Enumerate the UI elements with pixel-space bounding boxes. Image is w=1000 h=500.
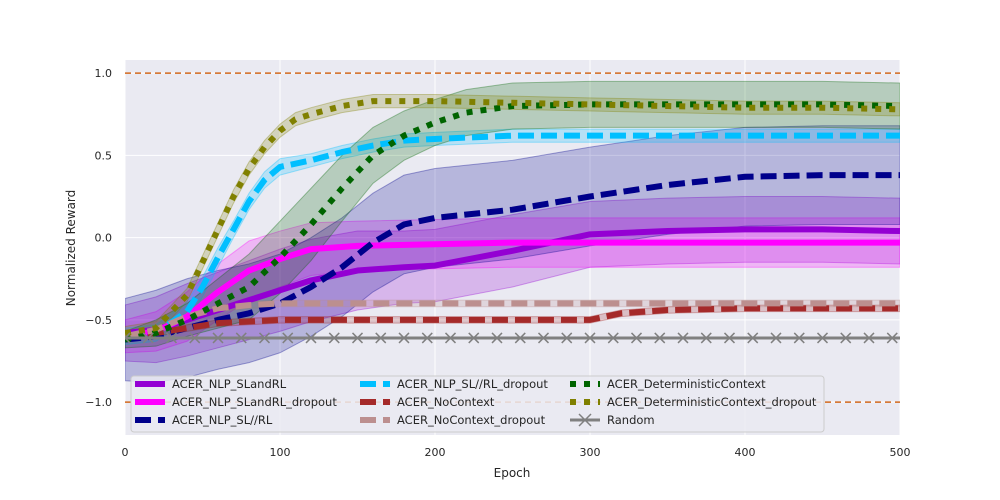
- legend-item-acer-deterministiccontext-dropout: ACER_DeterministicContext_dropout: [570, 395, 817, 409]
- x-tick-labels: 0 100 200 300 400 500: [122, 446, 911, 459]
- random-marker: [723, 332, 736, 344]
- random-marker: [468, 332, 480, 344]
- random-marker: [561, 332, 573, 344]
- random-marker: [816, 332, 829, 344]
- random-marker: [398, 332, 410, 344]
- random-marker: [630, 332, 643, 344]
- y-tick-labels: 1.0 0.5 0.0 −0.5 −1.0: [85, 67, 112, 409]
- legend-label: ACER_DeterministicContext_dropout: [607, 395, 817, 409]
- legend-item-acer-deterministiccontext: ACER_DeterministicContext: [570, 377, 766, 391]
- legend-label: ACER_NLP_SLandRL_dropout: [172, 395, 337, 409]
- random-marker: [747, 332, 759, 344]
- series-line-acer-nlp-sl-rl-dropout: [125, 132, 900, 340]
- legend-item-acer-nlp-slandrl: ACER_NLP_SLandRL: [135, 377, 287, 391]
- confidence-bands: [125, 80, 900, 383]
- random-marker: [514, 332, 526, 344]
- y-tick-label: −1.0: [85, 396, 112, 409]
- random-marker: [886, 332, 898, 344]
- legend-item-acer-nlp-slandrl-dropout: ACER_NLP_SLandRL_dropout: [135, 395, 337, 409]
- series-lines: [125, 98, 900, 344]
- random-marker: [654, 332, 666, 344]
- legend-label: ACER_NLP_SL//RL: [172, 413, 273, 427]
- band-acer-nlp-sl-rl-dropout: [125, 128, 900, 346]
- random-marker: [793, 332, 805, 344]
- plot-background: [125, 60, 900, 435]
- series-line-acer-deterministiccontext-dropout: [125, 98, 900, 336]
- random-marker: [444, 332, 457, 344]
- random-marker: [258, 332, 271, 344]
- random-marker: [584, 332, 596, 344]
- band-acer-nocontext: [125, 304, 900, 341]
- band-acer-deterministiccontext-dropout: [125, 94, 900, 341]
- legend-item-acer-nocontext-dropout: ACER_NoContext_dropout: [360, 413, 546, 427]
- y-tick-label: −0.5: [85, 314, 112, 327]
- x-tick-label: 100: [270, 446, 291, 459]
- y-tick-label: 0.5: [95, 149, 113, 162]
- legend-item-acer-nlp-sl-rl: ACER_NLP_SL//RL: [135, 413, 273, 427]
- random-marker: [165, 332, 178, 344]
- legend-item-random: Random: [570, 413, 655, 427]
- random-marker: [142, 332, 154, 344]
- x-tick-label: 0: [122, 446, 129, 459]
- random-marker: [328, 332, 340, 344]
- random-marker: [351, 332, 364, 344]
- random-marker: [537, 332, 550, 344]
- random-marker: [770, 332, 782, 344]
- x-tick-label: 500: [890, 446, 911, 459]
- random-marker: [840, 332, 852, 344]
- legend-label: ACER_NLP_SLandRL: [172, 377, 287, 391]
- y-tick-label: 0.0: [95, 232, 113, 245]
- legend-label: ACER_NLP_SL//RL_dropout: [397, 377, 548, 391]
- y-tick-label: 1.0: [95, 67, 113, 80]
- random-marker: [863, 332, 875, 344]
- random-marker: [375, 332, 387, 344]
- x-tick-label: 400: [735, 446, 756, 459]
- random-marker: [235, 332, 247, 344]
- legend-label: ACER_NoContext: [397, 395, 495, 409]
- random-marker: [700, 332, 712, 344]
- series-line-acer-nlp-slandrl-dropout: [125, 239, 900, 340]
- y-axis-label: Normalized Reward: [64, 190, 78, 307]
- legend-item-acer-nlp-sl-rl-dropout: ACER_NLP_SL//RL_dropout: [360, 377, 548, 391]
- series-line-acer-nocontext: [125, 305, 900, 340]
- random-marker: [305, 332, 317, 344]
- legend: ACER_NLP_SLandRL ACER_NLP_SLandRL_dropout…: [130, 375, 825, 433]
- legend-item-acer-nocontext: ACER_NoContext: [360, 395, 495, 409]
- x-axis-label: Epoch: [494, 466, 531, 480]
- random-marker: [421, 332, 433, 344]
- random-marker: [677, 332, 689, 344]
- legend-label: Random: [607, 413, 655, 427]
- random-marker: [212, 332, 224, 344]
- legend-box: [130, 375, 825, 433]
- legend-label: ACER_NoContext_dropout: [397, 413, 546, 427]
- random-marker: [189, 332, 201, 344]
- x-tick-label: 200: [425, 446, 446, 459]
- x-tick-label: 300: [580, 446, 601, 459]
- random-marker: [125, 332, 131, 344]
- random-marker: [607, 332, 619, 344]
- legend-label: ACER_DeterministicContext: [607, 377, 766, 391]
- random-marker: [491, 332, 503, 344]
- random-marker: [282, 332, 294, 344]
